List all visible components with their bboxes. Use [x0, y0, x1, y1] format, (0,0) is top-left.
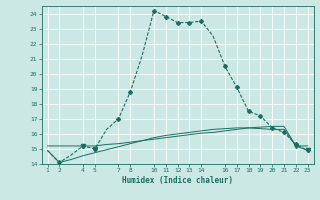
X-axis label: Humidex (Indice chaleur): Humidex (Indice chaleur)	[122, 176, 233, 185]
